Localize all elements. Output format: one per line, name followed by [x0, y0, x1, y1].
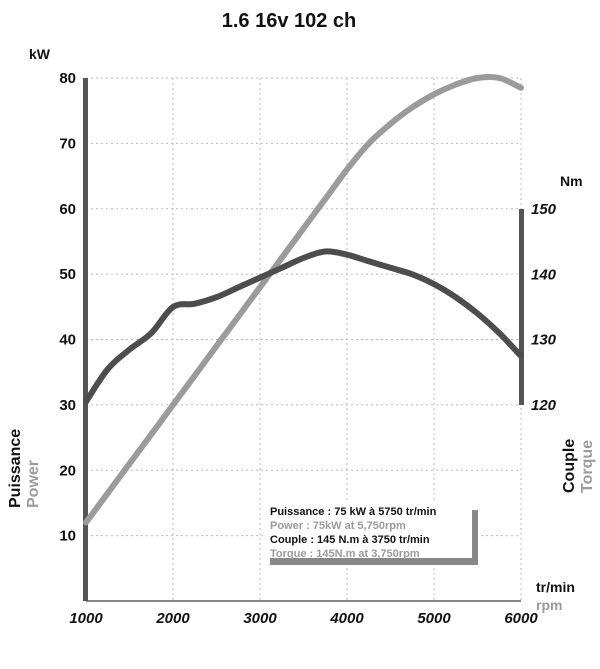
y2-tick-label: 120	[531, 397, 557, 414]
y2-tick-labels: 120 130 140 150	[531, 201, 557, 414]
legend-power-fr: Puissance : 75 kW à 5750 tr/min	[270, 506, 437, 518]
x-axis-unit-en: rpm	[536, 597, 562, 613]
series-line-torque	[83, 248, 524, 405]
y2-tick-label: 140	[531, 266, 557, 283]
x-axis-unit-fr: tr/min	[536, 579, 575, 595]
series-line-power	[83, 73, 524, 526]
x-tick-label: 6000	[504, 610, 538, 627]
y-tick-label: 50	[59, 266, 76, 283]
right-axis-label-fr: Couple	[561, 439, 578, 493]
x-tick-label: 2000	[155, 610, 190, 627]
right-axis-label-en: Torque	[579, 440, 596, 493]
y2-tick-label: 130	[531, 332, 557, 349]
legend-power-en: Power : 75kW at 5,750rpm	[270, 520, 406, 532]
left-axis-bar	[83, 78, 88, 601]
y-tick-label: 20	[59, 462, 76, 479]
y-tick-label: 30	[59, 397, 76, 414]
y-tick-label: 40	[59, 332, 76, 349]
y-tick-label: 80	[59, 70, 76, 87]
legend-box: Puissance : 75 kW à 5750 tr/min Power : …	[264, 503, 478, 565]
x-tick-label: 3000	[243, 610, 277, 627]
chart-title: 1.6 16v 102 ch	[222, 10, 357, 32]
y2-tick-label: 150	[531, 201, 557, 218]
x-tick-labels: 1000 2000 3000 4000 5000 6000	[69, 610, 538, 627]
legend-torque-fr: Couple : 145 N.m à 3750 tr/min	[270, 534, 430, 546]
legend-torque-en: Torque : 145N.m at 3,750rpm	[270, 548, 420, 560]
y-tick-label: 10	[59, 528, 76, 545]
y-tick-label: 60	[59, 201, 76, 218]
right-axis-bar	[519, 209, 524, 405]
left-axis-unit: kW	[29, 46, 51, 62]
left-axis-label-en: Power	[25, 460, 42, 508]
x-tick-label: 4000	[329, 610, 364, 627]
left-axis-label-fr: Puissance	[7, 429, 24, 508]
x-tick-label: 5000	[417, 610, 451, 627]
right-axis-unit: Nm	[560, 173, 583, 189]
y-tick-labels: 10 20 30 40 50 60 70 80	[59, 70, 76, 545]
y-tick-label: 70	[59, 135, 76, 152]
x-tick-label: 1000	[69, 610, 103, 627]
